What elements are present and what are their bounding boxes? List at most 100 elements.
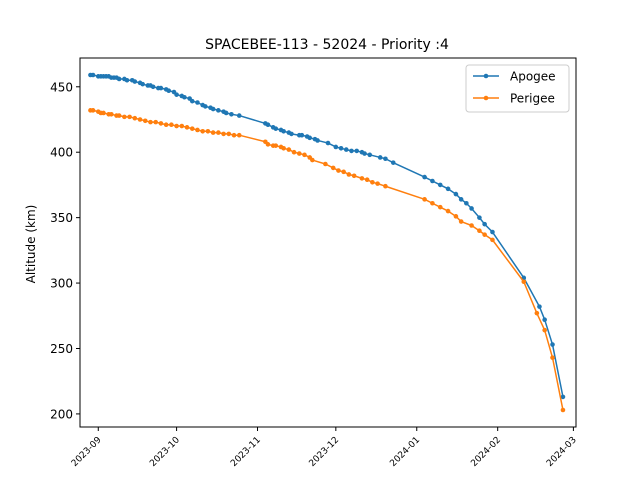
apogee-point [537, 304, 542, 309]
apogee-point [550, 342, 555, 347]
apogee-point [90, 72, 96, 78]
apogee-point [158, 85, 164, 91]
perigee-point [189, 126, 195, 131]
y-tick-label: 200 [50, 407, 73, 421]
apogee-point [124, 77, 130, 83]
perigee-point [477, 228, 482, 234]
apogee-point [383, 156, 388, 162]
apogee-point [390, 160, 396, 165]
apogee-point [195, 100, 200, 105]
legend-marker-apogee [483, 73, 489, 79]
apogee-point [132, 79, 138, 84]
perigee-point [346, 172, 352, 177]
perigee-point [158, 121, 164, 126]
y-tick-label: 300 [50, 277, 73, 291]
apogee-point [367, 152, 373, 158]
apogee-point [289, 131, 294, 137]
perigee-point [490, 237, 495, 243]
apogee-point [560, 394, 566, 400]
chart-title: SPACEBEE-113 - 52024 - Priority :4 [205, 37, 449, 53]
apogee-point [349, 148, 354, 154]
apogee-point [116, 76, 122, 82]
perigee-point [273, 143, 279, 148]
perigee-point [323, 161, 328, 167]
legend-label-apogee: Apogee [510, 70, 556, 84]
perigee-point [236, 132, 242, 138]
perigee-point [137, 117, 143, 122]
perigee-point [364, 177, 370, 182]
perigee-point [336, 168, 341, 173]
perigee-point [296, 151, 302, 156]
perigee-point [205, 128, 211, 134]
legend-marker-perigee [483, 95, 489, 101]
apogee-point [422, 174, 427, 180]
perigee-point [310, 157, 315, 163]
apogee-point [354, 148, 360, 154]
perigee-point [534, 310, 540, 316]
perigee-point [174, 123, 179, 129]
legend: Apogee Perigee [465, 64, 570, 113]
apogee-point [490, 229, 495, 235]
apogee-point [174, 92, 179, 97]
apogee-point [437, 182, 443, 188]
apogee-point [338, 145, 344, 151]
perigee-point [142, 118, 148, 124]
perigee-point [153, 119, 159, 125]
series-apogee [88, 72, 566, 400]
perigee-point [302, 152, 307, 158]
perigee-point [469, 223, 474, 228]
apogee-point [333, 144, 339, 150]
apogee-point [377, 155, 383, 160]
perigee-point [482, 232, 487, 237]
apogee-point [229, 111, 234, 117]
perigee-point [200, 128, 205, 134]
y-tick-label: 400 [50, 146, 73, 160]
apogee-point [189, 98, 195, 104]
perigee-point [542, 327, 547, 333]
perigee-point [221, 131, 226, 137]
perigee-point [351, 173, 357, 179]
perigee-point [90, 108, 96, 113]
perigee-point [210, 130, 216, 135]
apogee-point [203, 104, 208, 109]
perigee-point [291, 149, 297, 155]
perigee-point [179, 123, 185, 129]
perigee-point [560, 407, 566, 413]
apogee-point [210, 106, 216, 112]
apogee-point [542, 317, 547, 323]
y-axis-label: Altitude (km) [24, 205, 38, 284]
apogee-point [430, 178, 435, 184]
apogee-point [182, 94, 187, 100]
apogee-point [453, 191, 459, 197]
apogee-point [307, 135, 313, 141]
perigee-point [445, 208, 451, 214]
perigee-point [521, 279, 527, 285]
apogee-point [477, 215, 482, 220]
apogee-point [216, 108, 221, 113]
perigee-point [458, 219, 464, 224]
apogee-point [315, 138, 320, 143]
apogee-point [236, 113, 242, 118]
apogee-point [150, 84, 156, 90]
y-tick-label: 350 [50, 211, 73, 225]
apogee-point [166, 88, 172, 94]
perigee-point [341, 169, 346, 175]
apogee-point [265, 122, 271, 128]
perigee-point [195, 127, 200, 133]
apogee-point [273, 126, 279, 131]
perigee-point [437, 204, 443, 210]
perigee-point [184, 125, 190, 130]
apogee-point [343, 147, 349, 152]
perigee-point [286, 147, 292, 152]
apogee-point [362, 151, 367, 156]
apogee-point [325, 140, 331, 146]
apogee-point [464, 200, 469, 206]
legend-label-perigee: Perigee [510, 92, 555, 106]
perigee-point [550, 355, 555, 360]
perigee-point [330, 165, 336, 171]
y-tick-label: 250 [50, 342, 73, 356]
apogee-point [299, 132, 305, 138]
perigee-point [359, 176, 365, 181]
apogee-point [140, 81, 145, 87]
